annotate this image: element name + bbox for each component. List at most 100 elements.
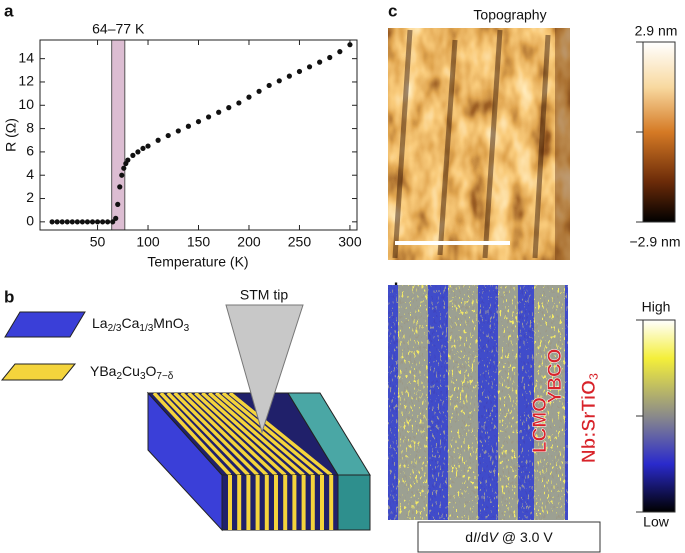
stripe bbox=[292, 475, 297, 530]
data-point bbox=[175, 128, 181, 134]
data-point bbox=[327, 54, 333, 61]
data-point bbox=[185, 123, 192, 129]
text-part: Nb:SrTiO bbox=[579, 380, 600, 463]
data-point bbox=[140, 145, 146, 152]
data-point bbox=[145, 143, 151, 149]
image-shade bbox=[555, 28, 570, 260]
stripe bbox=[228, 475, 232, 530]
data-point bbox=[99, 219, 106, 225]
stripe bbox=[301, 475, 306, 530]
x-tick-label: 250 bbox=[288, 234, 312, 250]
caption-box bbox=[417, 521, 601, 553]
image-texture bbox=[392, 29, 551, 259]
text-part: 3 bbox=[586, 373, 601, 380]
stripe bbox=[228, 393, 333, 475]
legend-label: YBa2Cu3O7−δ bbox=[90, 363, 174, 382]
data-point bbox=[256, 88, 262, 94]
stripe bbox=[166, 393, 250, 475]
data-point bbox=[125, 157, 131, 163]
text-part: 2/3 bbox=[108, 323, 122, 334]
y-tick-label: 14 bbox=[18, 49, 34, 65]
data-point bbox=[286, 73, 292, 79]
text-part: 7−δ bbox=[156, 371, 173, 382]
block-front bbox=[221, 474, 339, 531]
stripe bbox=[208, 393, 305, 475]
data-point bbox=[84, 219, 91, 225]
data-point bbox=[121, 165, 127, 171]
y-tick-label: 2 bbox=[26, 189, 34, 205]
data-point bbox=[69, 219, 75, 225]
data-point bbox=[347, 42, 353, 48]
data-point bbox=[205, 114, 212, 120]
colorbar bbox=[642, 41, 676, 223]
colorbar bbox=[642, 319, 676, 513]
y-tick-label: 10 bbox=[18, 96, 34, 112]
y-tick-label: 0 bbox=[26, 213, 34, 229]
y-tick-label: 4 bbox=[26, 166, 34, 182]
data-point bbox=[236, 100, 242, 106]
data-point bbox=[337, 49, 343, 55]
text-part: Ca bbox=[121, 315, 139, 331]
x-axis-title: Temperature (K) bbox=[147, 254, 248, 270]
data-point bbox=[216, 109, 222, 115]
panel-label: a bbox=[4, 1, 14, 20]
y-tick-label: 6 bbox=[26, 143, 34, 159]
data-point bbox=[59, 219, 65, 225]
resistance-chart: Temperature (K) R (Ω) 64–77 K50 100 150 200… bbox=[3, 21, 362, 270]
topography-panel: Topography 2.9 nm −2.9 nm bbox=[388, 7, 680, 260]
conductance-panel: LCMO YBCO Nb:SrTiO3 High Low dI/dV @ 3.0… bbox=[388, 285, 676, 553]
data-point bbox=[155, 137, 161, 143]
y-tick-label: 12 bbox=[18, 73, 34, 89]
data-point bbox=[266, 82, 272, 89]
stripe bbox=[173, 393, 259, 475]
x-tick-label: 300 bbox=[338, 234, 362, 250]
stripe bbox=[264, 475, 269, 530]
data-point bbox=[276, 78, 282, 84]
stripe bbox=[194, 393, 287, 475]
text-part: 2 bbox=[116, 371, 122, 382]
colorbar-label: High bbox=[642, 299, 671, 315]
data-point bbox=[135, 149, 141, 155]
stripe bbox=[283, 475, 288, 530]
y-axis-title: R (Ω) bbox=[3, 118, 19, 152]
stripe bbox=[274, 475, 278, 530]
data-point bbox=[119, 172, 125, 178]
data-point bbox=[113, 215, 119, 221]
data-point bbox=[226, 105, 232, 111]
text-part: 3 bbox=[140, 371, 146, 382]
colorbar-label: −2.9 nm bbox=[630, 234, 681, 250]
layer-label: YBCO bbox=[545, 349, 566, 404]
stripe bbox=[187, 393, 278, 475]
colorbar-ticks bbox=[636, 319, 643, 513]
data-point bbox=[246, 94, 252, 100]
stripe bbox=[246, 475, 251, 530]
top-stripes bbox=[152, 393, 333, 475]
scale-bar bbox=[395, 241, 510, 245]
text-part: 1/3 bbox=[139, 323, 153, 334]
colorbar-ticks bbox=[636, 41, 643, 223]
data-point bbox=[115, 201, 121, 207]
stripe bbox=[310, 475, 315, 530]
stripe bbox=[329, 475, 334, 530]
data-point bbox=[317, 59, 323, 65]
highlight-band bbox=[111, 39, 126, 231]
stripe bbox=[214, 393, 314, 475]
data-point bbox=[54, 219, 60, 225]
data-point bbox=[306, 64, 313, 70]
data-point bbox=[110, 219, 116, 225]
text-part: O bbox=[146, 363, 157, 379]
text-part: V bbox=[489, 529, 500, 545]
tip-label: STM tip bbox=[240, 287, 288, 303]
data-point bbox=[79, 219, 86, 225]
caption: dI/dV @ 3.0 V bbox=[465, 529, 553, 545]
diagram: La2/3Ca1/3MnO3 YBa2Cu3O7−δ STM tip bbox=[0, 287, 371, 532]
text-part: @ 3.0 V bbox=[498, 529, 553, 545]
panel-label: b bbox=[4, 287, 14, 306]
stripe bbox=[180, 393, 269, 475]
text-part: d bbox=[465, 529, 473, 545]
data-point bbox=[89, 219, 96, 225]
stripe bbox=[255, 475, 260, 530]
data-point bbox=[64, 219, 70, 225]
data-point bbox=[165, 132, 171, 139]
